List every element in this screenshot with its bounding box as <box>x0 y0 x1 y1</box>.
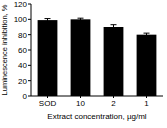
error-cap <box>45 21 51 22</box>
y-tick-label: 120 <box>14 0 28 9</box>
y-axis-title: Luminescence inhibition, % <box>0 4 9 95</box>
x-tick-label: 10 <box>76 99 85 108</box>
y-tick-label: 80 <box>18 31 27 40</box>
error-cap <box>144 36 150 37</box>
x-axis-title: Extract concentration, µg/ml <box>47 112 147 121</box>
y-tick <box>28 96 31 97</box>
y-tick <box>28 80 31 81</box>
y-tick-label: 20 <box>18 77 27 86</box>
error-cap <box>78 20 84 21</box>
chart-svg: 0 20 40 60 80 100 120 SOD 10 2 1 Extract concentrat… <box>0 0 167 128</box>
x-tick <box>113 96 114 98</box>
bar <box>104 27 124 96</box>
y-tick-label: 100 <box>14 15 28 24</box>
x-tick <box>146 96 147 98</box>
x-axis <box>31 96 163 97</box>
plot-area <box>38 18 157 96</box>
y-tick <box>28 4 31 5</box>
bar <box>38 20 58 96</box>
error-bar <box>144 33 150 36</box>
error-cap <box>144 33 150 34</box>
error-bar <box>111 25 117 30</box>
y-tick-label: 0 <box>23 92 28 101</box>
x-tick-label: SOD <box>39 99 57 108</box>
y-tick-label: 40 <box>18 61 27 70</box>
error-cap <box>78 18 84 19</box>
error-bar <box>78 18 84 20</box>
x-tick <box>80 96 81 98</box>
y-tick <box>28 65 31 66</box>
x-tick-label: 2 <box>111 99 116 108</box>
error-cap <box>45 18 51 19</box>
y-tick-label: 60 <box>18 46 27 55</box>
y-tick <box>28 34 31 35</box>
error-stem <box>113 25 114 30</box>
y-tick <box>28 19 31 20</box>
x-tick-label: 1 <box>144 99 149 108</box>
bar <box>71 19 91 96</box>
x-tick <box>47 96 48 98</box>
y-tick <box>28 50 31 51</box>
error-bar <box>45 19 51 22</box>
error-cap <box>111 24 117 25</box>
chart-container: 0 20 40 60 80 100 120 SOD 10 2 1 Extract concentrat… <box>0 0 167 128</box>
bar <box>137 35 157 96</box>
error-cap <box>111 29 117 30</box>
